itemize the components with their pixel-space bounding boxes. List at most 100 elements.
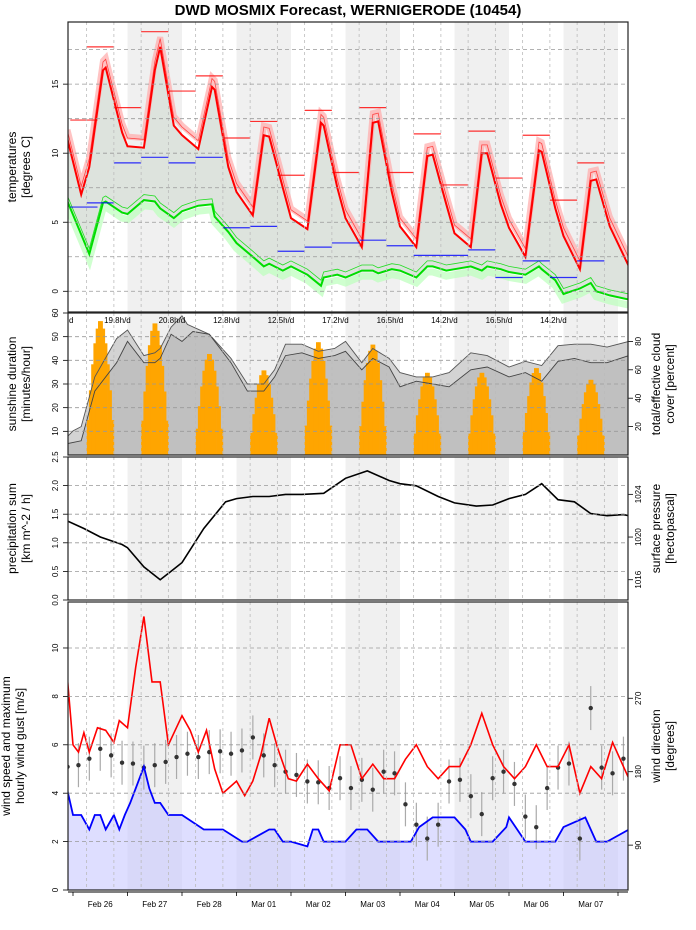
wind-direction-point [501, 769, 506, 774]
y-axis-label-temperatures: [degrees C] [19, 136, 33, 198]
sunshine-bar [586, 384, 589, 455]
temperature-plot-area [68, 31, 628, 309]
y-tick-label: 6 [51, 742, 60, 747]
sunshine-bar [522, 432, 526, 455]
y-tick-label-right: 1016 [634, 570, 643, 588]
sunshine-bar [250, 432, 253, 455]
wind-direction-point [119, 760, 125, 765]
sunshine-bar [316, 342, 319, 455]
sunshine-bar [98, 321, 101, 455]
sunshine-bar [481, 372, 485, 455]
daily-sunshine-label: 12.5h/d [268, 316, 295, 325]
sunshine-bar [534, 368, 537, 455]
daily-sunshine-label: 20.8h/d [159, 316, 186, 325]
sunshine-bar [590, 379, 594, 455]
temperature-line [68, 46, 628, 273]
sunshine-bar [579, 418, 582, 455]
sunshine-bar [477, 377, 480, 455]
y-axis-label-cloud-cover: cover [percent] [663, 344, 677, 423]
sunshine-bar [216, 386, 219, 455]
sunshine-bar [111, 420, 115, 455]
y-axis-label-temperatures: temperatures [5, 132, 19, 203]
y-axis-label-sunshine: sunshine duration [5, 337, 19, 432]
sunshine-bar [95, 328, 99, 455]
y-tick-label: 10 [51, 148, 60, 157]
sunshine-bar [545, 413, 548, 455]
sunshine-bar [166, 420, 169, 455]
sunshine-bar [309, 378, 312, 455]
sunshine-bar [436, 415, 439, 455]
x-tick-label: Mar 02 [306, 900, 331, 909]
sunshine-bar [536, 368, 539, 455]
y-tick-label: 0 [51, 289, 60, 294]
y-axis-label-cloud-cover: total/effective cloud [649, 333, 663, 436]
wind-direction-point [534, 824, 539, 830]
sunshine-bar [543, 396, 546, 455]
y-axis-label-sunshine: [minutes/hour] [19, 346, 33, 422]
wind-direction-point [337, 776, 343, 781]
sunshine-bar [420, 386, 423, 455]
sunshine-bar [493, 433, 496, 455]
sunshine-bar [256, 384, 260, 455]
wind-direction-point [370, 787, 375, 792]
x-tick-label: Mar 06 [524, 900, 549, 909]
y-tick-label: 1.5 [51, 508, 60, 520]
wind-direction-point [490, 776, 495, 781]
sunshine-bar [270, 397, 274, 455]
wind-direction-point [566, 761, 572, 766]
y-tick-label: 4 [51, 790, 60, 795]
y-tick-label: 5 [51, 219, 60, 224]
y-tick-label: 10 [51, 643, 60, 652]
sunshine-bar [381, 401, 385, 455]
sunshine-bar [104, 343, 108, 455]
sunshine-bar [468, 433, 471, 455]
x-tick-label: Feb 26 [88, 900, 113, 909]
y-tick-label: 1.0 [51, 537, 60, 549]
x-tick-label: Feb 27 [142, 900, 167, 909]
sunshine-bar [538, 373, 542, 455]
y-axis-label-wind-direction: wind direction [649, 709, 663, 783]
sunshine-bar [263, 370, 267, 455]
y-tick-label-right: 180 [634, 764, 643, 778]
day-shade [454, 457, 509, 600]
sunshine-bar [418, 399, 421, 455]
sunshine-bar [474, 386, 478, 455]
sunshine-bar [254, 397, 258, 455]
wind-direction-point [446, 779, 452, 784]
wind-direction-point [305, 779, 310, 784]
sunshine-bar [472, 399, 476, 455]
wind-direction-point [544, 785, 550, 791]
sunshine-bar [583, 392, 587, 455]
wind-direction-point [414, 822, 419, 827]
y-axis-label-precipitation: [km m^-2 / h] [19, 494, 33, 563]
sunshine-bar [490, 415, 494, 455]
wind-direction-point [294, 772, 299, 778]
wind-direction-point [196, 754, 201, 760]
y-tick-label: 2.0 [51, 479, 60, 491]
temp-dewpoint-band [68, 46, 628, 300]
daily-sunshine-label: 17.2h/d [322, 316, 349, 325]
y-tick-label-right: 1024 [634, 485, 643, 503]
sunshine-bar [470, 415, 473, 455]
sunshine-bar [211, 359, 215, 455]
pressure-line [68, 470, 628, 581]
sunshine-bar [311, 360, 314, 455]
y-tick-label-right: 40 [634, 393, 643, 402]
sunshine-bar [147, 345, 151, 455]
sunshine-bar [272, 414, 276, 455]
y-axis-label-pressure: surface pressure [649, 483, 663, 573]
wind-direction-point [425, 836, 430, 841]
y-axis-label-wind-speed: wind speed and maximum [0, 676, 13, 816]
dewpoint-upper-line [68, 194, 628, 295]
sunshine-bar [375, 350, 378, 455]
sunshine-bar [479, 372, 483, 455]
sunshine-bar [372, 344, 376, 455]
sunshine-bar [157, 330, 160, 455]
sunshine-bar [100, 321, 103, 455]
sunshine-bar [359, 426, 362, 455]
sunshine-bar [486, 386, 489, 455]
x-tick-label: Mar 03 [360, 900, 385, 909]
sunshine-bar [259, 375, 262, 455]
daily-sunshine-label: 19.8h/d [104, 316, 131, 325]
